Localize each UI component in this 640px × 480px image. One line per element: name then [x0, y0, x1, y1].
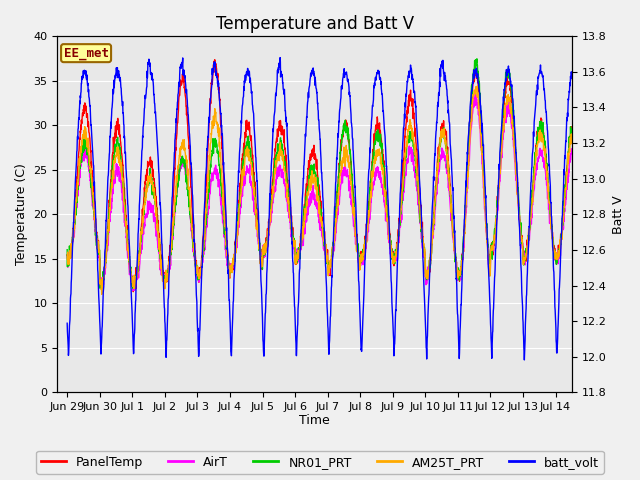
- X-axis label: Time: Time: [300, 414, 330, 427]
- Text: EE_met: EE_met: [63, 47, 109, 60]
- Y-axis label: Batt V: Batt V: [612, 195, 625, 234]
- Title: Temperature and Batt V: Temperature and Batt V: [216, 15, 413, 33]
- Legend: PanelTemp, AirT, NR01_PRT, AM25T_PRT, batt_volt: PanelTemp, AirT, NR01_PRT, AM25T_PRT, ba…: [36, 451, 604, 474]
- Y-axis label: Temperature (C): Temperature (C): [15, 163, 28, 265]
